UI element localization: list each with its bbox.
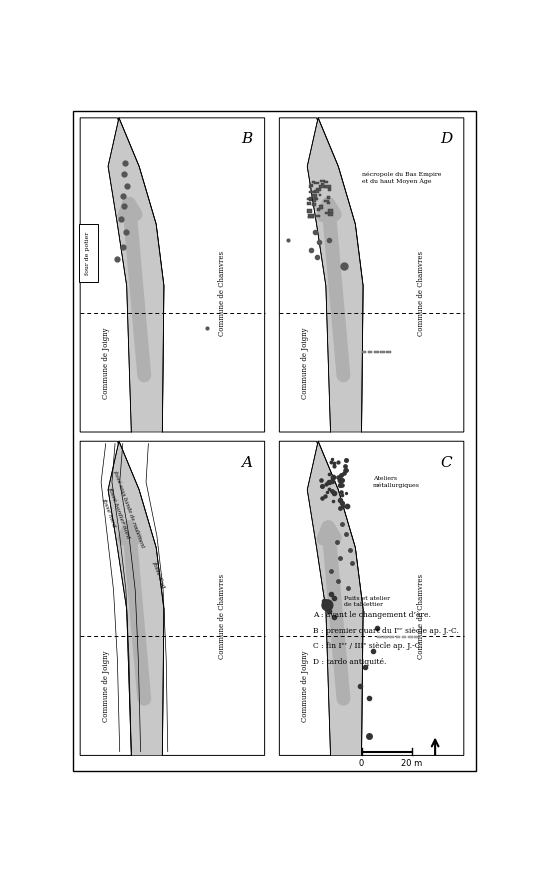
Polygon shape xyxy=(317,208,320,211)
Polygon shape xyxy=(108,118,164,432)
Polygon shape xyxy=(119,441,265,755)
Polygon shape xyxy=(402,636,406,637)
Text: fossé sous bande de roulement: fossé sous bande de roulement xyxy=(113,470,146,549)
Polygon shape xyxy=(310,184,312,188)
Polygon shape xyxy=(307,210,311,212)
Text: 0: 0 xyxy=(359,760,364,768)
Polygon shape xyxy=(312,195,317,198)
Circle shape xyxy=(322,600,333,610)
Text: fossé Sud: fossé Sud xyxy=(151,560,166,588)
Polygon shape xyxy=(389,636,394,637)
Polygon shape xyxy=(324,181,328,182)
Polygon shape xyxy=(309,191,315,193)
Polygon shape xyxy=(326,202,330,203)
Polygon shape xyxy=(79,224,98,282)
Text: four de potier: four de potier xyxy=(85,232,91,275)
Polygon shape xyxy=(108,441,164,755)
Polygon shape xyxy=(328,209,333,213)
Polygon shape xyxy=(314,198,317,200)
Polygon shape xyxy=(312,181,315,182)
Text: C : fin Iᵉʳ / IIIᵉ siècle ap. J.-C.: C : fin Iᵉʳ / IIIᵉ siècle ap. J.-C. xyxy=(314,643,423,650)
Text: Commune de Joigny: Commune de Joigny xyxy=(301,650,309,722)
Polygon shape xyxy=(318,441,464,755)
Text: fossé nord: fossé nord xyxy=(102,498,117,528)
Polygon shape xyxy=(368,351,373,354)
Polygon shape xyxy=(318,205,322,209)
Text: Puits et atelier
de tablettier: Puits et atelier de tablettier xyxy=(345,596,390,607)
Text: Commune de Joigny: Commune de Joigny xyxy=(102,327,110,398)
Polygon shape xyxy=(408,636,413,637)
Polygon shape xyxy=(307,441,363,755)
Polygon shape xyxy=(312,203,316,206)
Text: C: C xyxy=(440,456,452,470)
Text: Commune de Chamvres: Commune de Chamvres xyxy=(417,574,425,659)
Polygon shape xyxy=(308,215,314,218)
Text: fossé bordier nord: fossé bordier nord xyxy=(107,486,131,540)
Text: D : tardo antiquité.: D : tardo antiquité. xyxy=(314,657,387,665)
Polygon shape xyxy=(318,195,321,196)
Text: Commune de Joigny: Commune de Joigny xyxy=(301,327,309,398)
Text: 20 m: 20 m xyxy=(401,760,422,768)
Polygon shape xyxy=(80,118,140,432)
Polygon shape xyxy=(309,185,311,188)
Text: nécropole du Bas Empire
et du haut Moyen Âge: nécropole du Bas Empire et du haut Moyen… xyxy=(361,172,441,184)
Text: Commune de Joigny: Commune de Joigny xyxy=(102,650,110,722)
Polygon shape xyxy=(308,216,314,218)
Polygon shape xyxy=(316,189,321,190)
Polygon shape xyxy=(329,212,333,216)
Polygon shape xyxy=(307,203,311,205)
Polygon shape xyxy=(380,351,385,354)
Text: Ateliers
métallurgiques: Ateliers métallurgiques xyxy=(373,477,420,488)
Text: D: D xyxy=(440,133,452,147)
Polygon shape xyxy=(324,200,330,203)
Polygon shape xyxy=(325,185,331,188)
Text: Commune de Chamvres: Commune de Chamvres xyxy=(218,251,226,336)
Text: B: B xyxy=(241,133,252,147)
Polygon shape xyxy=(315,215,321,217)
Text: A: A xyxy=(241,456,252,470)
Polygon shape xyxy=(80,441,140,755)
FancyBboxPatch shape xyxy=(73,111,476,771)
Polygon shape xyxy=(374,351,378,354)
Polygon shape xyxy=(307,197,310,200)
Polygon shape xyxy=(321,205,323,209)
Text: Commune de Chamvres: Commune de Chamvres xyxy=(218,574,226,659)
Polygon shape xyxy=(396,636,400,637)
Polygon shape xyxy=(321,183,324,186)
Polygon shape xyxy=(314,190,319,194)
Polygon shape xyxy=(318,118,464,432)
Polygon shape xyxy=(414,636,419,637)
Polygon shape xyxy=(279,118,340,432)
Text: Commune de Chamvres: Commune de Chamvres xyxy=(417,251,425,336)
Polygon shape xyxy=(326,186,329,188)
Polygon shape xyxy=(386,351,391,354)
Polygon shape xyxy=(279,441,340,755)
Polygon shape xyxy=(314,182,318,184)
Polygon shape xyxy=(383,636,388,637)
Polygon shape xyxy=(327,196,330,199)
Polygon shape xyxy=(377,636,382,637)
Polygon shape xyxy=(361,351,366,354)
Polygon shape xyxy=(320,180,325,182)
Polygon shape xyxy=(313,199,316,203)
Polygon shape xyxy=(327,188,331,191)
Polygon shape xyxy=(119,118,265,432)
Text: B : premier quart du Iᵉʳ siècle ap. J.-C.: B : premier quart du Iᵉʳ siècle ap. J.-C… xyxy=(314,627,459,635)
Polygon shape xyxy=(319,185,325,189)
Text: A : avant le changement d’ère.: A : avant le changement d’ère. xyxy=(314,611,431,620)
Polygon shape xyxy=(309,197,312,201)
Polygon shape xyxy=(325,212,329,214)
Polygon shape xyxy=(307,118,363,432)
